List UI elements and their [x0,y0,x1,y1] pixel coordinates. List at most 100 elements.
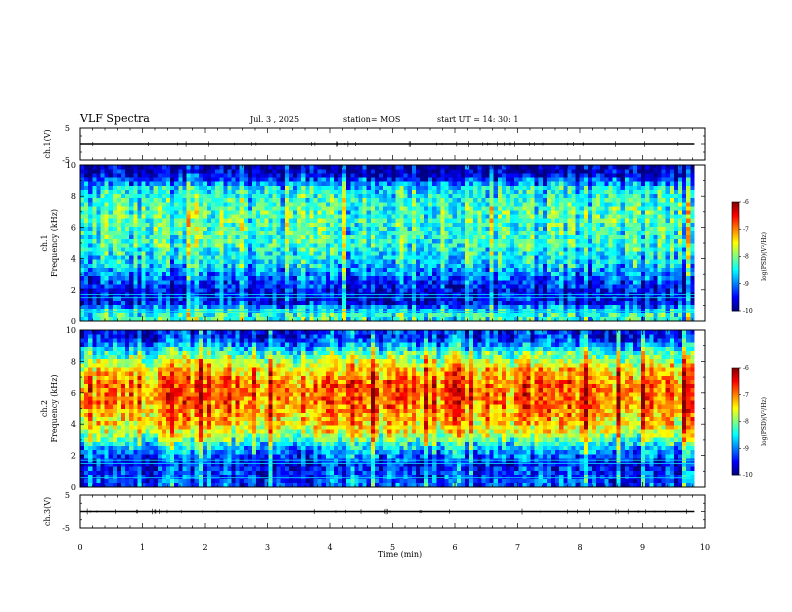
spectrogram-cell [186,181,191,186]
spectrogram-cell [309,259,314,264]
spectrogram-cell [481,214,486,219]
spectrogram-cell [186,275,191,281]
spectrogram-cell [313,275,318,281]
spectrogram-cell [460,284,466,289]
spectrogram-cell [190,234,195,240]
spectrogram-cell [456,218,462,223]
spectrogram-cell [473,300,478,305]
spectrogram-cell [215,304,220,309]
spectrogram-cell [333,296,339,301]
spectrogram-cell [292,275,298,281]
spectrogram-cell [252,226,257,231]
spectrogram-cell [231,169,236,174]
spectrogram-cell [256,197,261,203]
spectrogram-cell [288,222,294,227]
spectrogram-cell [481,193,486,199]
spectrogram-cell [247,201,253,207]
spectrogram-cell [399,238,404,244]
spectrogram-cell [186,296,191,301]
spectrogram-cell [157,218,163,223]
spectrogram-cell [178,279,183,285]
spectrogram-cell [571,243,576,248]
spectrogram-cell [174,255,179,260]
spectrogram-cell [477,275,482,281]
spectrogram-cell [424,275,429,281]
spectrogram-cell [407,316,413,322]
spectrogram-cell [485,279,490,285]
spectrogram-cell [575,296,580,301]
spectrogram-cell [231,255,236,260]
spectrogram-cell [542,279,548,285]
spectrogram-cell [129,206,134,211]
spectrogram-cell [534,284,540,289]
spectrogram-cell [559,255,564,260]
spectrogram-cell [137,193,142,199]
spectrogram-cell [284,230,290,236]
spectrogram-cell [194,284,200,289]
spectrogram-cell [288,279,294,285]
spectrogram-cell [551,230,556,236]
spectrogram-cell [112,238,118,244]
spectrogram-cell [538,169,544,174]
spectrogram-cell [227,279,232,285]
spectrogram-cell [530,267,535,273]
spectrogram-cell [530,181,535,186]
spectrogram-cell [469,255,474,260]
spectrogram-cell [227,247,232,252]
spectrogram-cell [108,300,114,305]
spectrogram-cell [407,189,413,195]
spectrogram-cell [125,214,130,219]
spectrogram-cell [88,296,93,301]
spectrogram-cell [202,230,208,236]
spectrogram-cell [149,267,155,273]
spectrogram-cell [481,185,486,190]
spectrogram-cell [125,312,130,318]
spectrogram-cell [596,288,601,293]
spectrogram-cell [379,267,384,273]
spectrogram-cell [534,296,540,301]
spectrogram-cell [514,185,519,190]
spectrogram-cell [362,288,368,293]
spectrogram-cell [342,230,347,236]
spectrogram-cell [301,177,306,182]
spectrogram-cell [354,304,359,309]
spectrogram-cell [186,312,191,318]
spectrogram-cell [591,193,597,199]
spectrogram-cell [419,226,425,231]
spectrogram-cell [379,210,384,215]
spectrogram-cell [342,201,347,207]
spectrogram-cell [358,234,363,240]
spectrogram-cell [477,201,482,207]
spectrogram-cell [333,197,339,203]
spectrogram-cell [452,296,458,301]
spectrogram-cell [194,275,200,281]
spectrogram-cell [141,193,146,199]
spectrogram-cell [141,255,146,260]
spectrogram-cell [100,267,105,273]
spectrogram-cell [358,165,363,170]
spectrogram-cell [563,189,568,195]
spectrogram-cell [448,247,454,252]
spectrogram-cell [243,275,249,281]
spectrogram-cell [379,177,384,182]
spectrogram-cell [280,185,286,190]
spectrogram-cell [243,173,249,178]
spectrogram-cell [448,181,454,186]
spectrogram-cell [505,214,511,219]
spectrogram-cell [92,169,97,174]
spectrogram-cell [571,210,576,215]
spectrogram-cell [403,234,408,240]
spectrogram-cell [256,288,261,293]
spectrogram-cell [182,230,187,236]
spectrogram-cell [157,177,163,182]
spectrogram-cell [190,206,195,211]
spectrogram-cell [145,300,150,305]
spectrogram-cell [399,177,404,182]
spectrogram-cell [247,316,253,322]
spectrogram-cell [354,214,359,219]
spectrogram-cell [288,181,294,186]
spectrogram-cell [583,173,589,178]
spectrogram-cell [88,304,93,309]
spectrogram-cell [465,271,470,277]
spectrogram-cell [497,226,503,231]
